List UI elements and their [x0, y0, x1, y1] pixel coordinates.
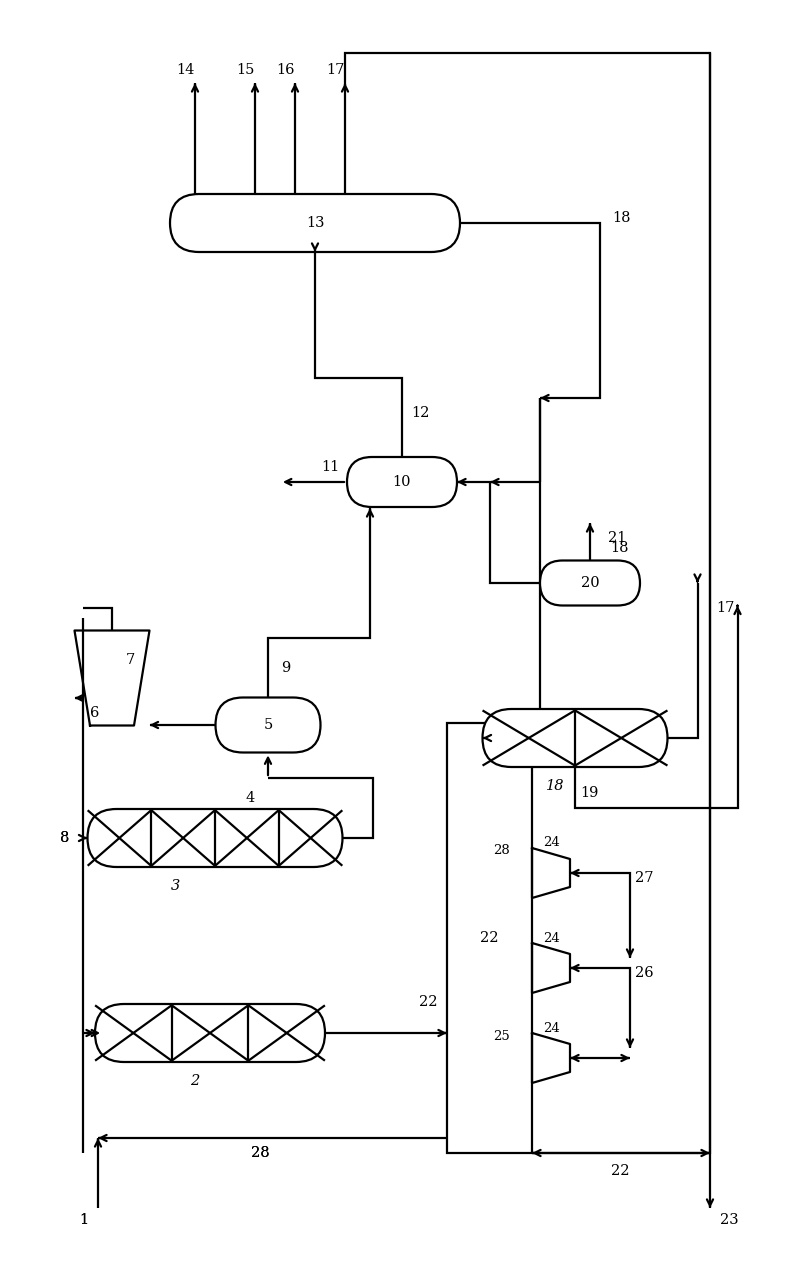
FancyBboxPatch shape	[347, 456, 457, 507]
Text: 11: 11	[321, 460, 339, 474]
Text: 12: 12	[411, 406, 429, 420]
FancyBboxPatch shape	[215, 697, 321, 752]
Text: 14: 14	[176, 63, 194, 77]
Text: 4: 4	[246, 791, 254, 805]
Text: 28: 28	[250, 1146, 270, 1160]
Text: 28: 28	[494, 844, 510, 857]
Text: 6: 6	[90, 706, 100, 720]
Bar	[447, 723, 532, 1153]
Text: 20: 20	[581, 576, 599, 590]
Text: 1: 1	[79, 1213, 89, 1227]
Text: 3: 3	[170, 879, 180, 893]
Text: 22: 22	[480, 931, 498, 945]
Text: 25: 25	[494, 1030, 510, 1042]
Text: 7: 7	[126, 653, 134, 667]
Text: 28: 28	[250, 1146, 270, 1160]
Text: 23: 23	[720, 1213, 738, 1227]
Text: 27: 27	[635, 871, 654, 885]
Text: 18: 18	[610, 541, 629, 555]
Text: 16: 16	[276, 63, 294, 77]
Text: 10: 10	[393, 476, 411, 489]
Text: 21: 21	[608, 531, 626, 545]
Text: 13: 13	[306, 216, 324, 230]
FancyBboxPatch shape	[95, 1004, 325, 1063]
Text: 5: 5	[263, 718, 273, 732]
Text: 24: 24	[542, 1022, 559, 1035]
FancyBboxPatch shape	[482, 709, 667, 767]
Text: 17: 17	[716, 601, 734, 615]
Text: 18: 18	[612, 210, 630, 224]
Text: 22: 22	[418, 995, 437, 1009]
Text: 8: 8	[60, 831, 70, 844]
Text: 17: 17	[326, 63, 344, 77]
FancyBboxPatch shape	[170, 194, 460, 252]
FancyBboxPatch shape	[87, 809, 342, 867]
Text: 19: 19	[580, 786, 598, 800]
Text: 9: 9	[282, 661, 290, 675]
FancyBboxPatch shape	[540, 560, 640, 606]
Text: 18: 18	[546, 779, 564, 792]
Text: 1: 1	[79, 1213, 89, 1227]
Text: 24: 24	[542, 932, 559, 945]
Text: 24: 24	[542, 837, 559, 850]
Text: 22: 22	[610, 1164, 630, 1178]
Text: 26: 26	[635, 966, 654, 980]
Text: 2: 2	[190, 1074, 200, 1088]
Text: 15: 15	[236, 63, 254, 77]
Text: 8: 8	[60, 831, 70, 844]
